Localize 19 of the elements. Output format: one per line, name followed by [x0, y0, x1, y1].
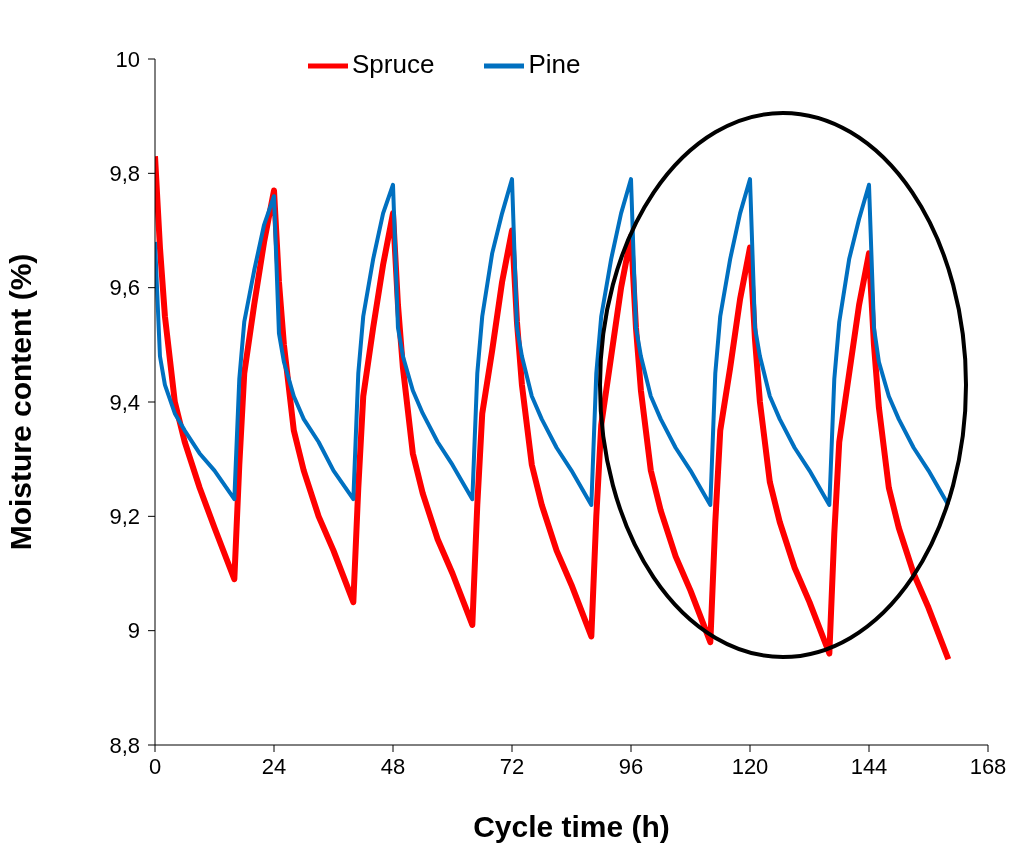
y-tick-label: 10 [115, 46, 140, 72]
y-tick-label: 9,8 [109, 161, 140, 187]
legend-label: Pine [528, 48, 581, 79]
y-tick-label: 9,6 [109, 275, 140, 301]
x-tick-label: 72 [499, 753, 525, 779]
y-tick-label: 9 [127, 618, 140, 644]
legend-label: Spruce [352, 48, 435, 79]
x-tick-label: 96 [618, 753, 644, 779]
y-tick-label: 9,4 [109, 389, 140, 415]
x-tick-label: 0 [148, 753, 162, 779]
y-axis-title: Moisture content (%) [3, 253, 37, 551]
x-axis-title: Cycle time (h) [473, 810, 670, 843]
x-tick-label: 144 [850, 753, 888, 779]
y-tick-label: 8,8 [109, 732, 140, 758]
x-tick-label: 168 [969, 753, 1007, 779]
x-tick-label: 120 [731, 753, 769, 779]
x-tick-label: 48 [380, 753, 406, 779]
y-tick-label: 9,2 [109, 504, 140, 530]
x-tick-label: 24 [261, 753, 287, 779]
